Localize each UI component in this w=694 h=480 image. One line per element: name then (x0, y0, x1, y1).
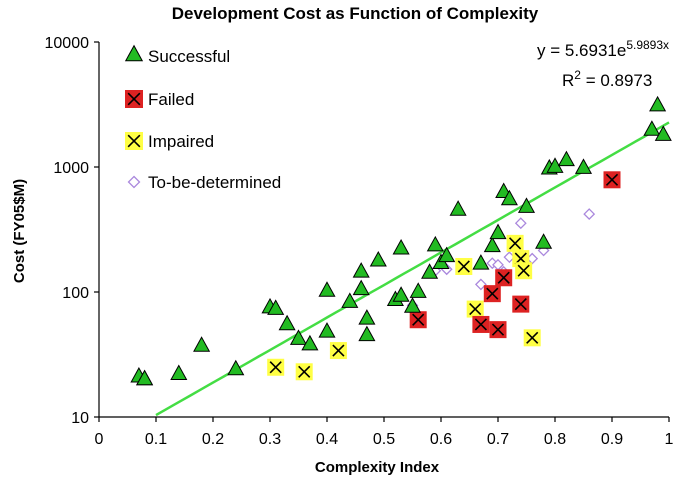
data-point (603, 171, 621, 189)
data-point (438, 246, 456, 263)
data-point (583, 208, 596, 221)
data-point (426, 235, 444, 252)
data-point (392, 286, 410, 302)
legend-label: Successful (148, 47, 230, 66)
data-point (358, 309, 376, 325)
legend-item: Failed (125, 90, 194, 109)
data-point (489, 321, 507, 339)
data-point (295, 363, 313, 381)
data-point (489, 223, 507, 240)
data-point (193, 336, 211, 352)
series-impaired (267, 234, 541, 381)
y-tick-label: 100 (62, 285, 89, 302)
data-point (455, 257, 473, 275)
x-tick-label: 0.3 (259, 431, 281, 448)
data-point (278, 314, 296, 331)
data-point (267, 358, 285, 376)
data-point (409, 282, 427, 298)
data-point (515, 262, 533, 280)
data-point (472, 254, 490, 270)
legend-item: Successful (124, 44, 230, 66)
legend-marker (127, 175, 141, 189)
data-point (500, 189, 518, 206)
data-point (474, 278, 487, 291)
series-to-be-determined (406, 208, 596, 312)
data-point (649, 95, 667, 112)
data-point (535, 233, 553, 249)
x-tick-label: 0.9 (601, 431, 623, 448)
x-tick-label: 1 (665, 431, 674, 448)
data-point (523, 329, 541, 347)
data-point (449, 200, 467, 216)
y-tick-label: 1000 (53, 160, 89, 177)
legend-label: Impaired (148, 132, 214, 151)
data-point (352, 279, 370, 296)
data-point (514, 217, 527, 230)
data-point (574, 158, 593, 174)
data-point (643, 120, 661, 136)
data-point (506, 234, 524, 252)
data-point (466, 300, 484, 318)
data-point (472, 315, 490, 333)
data-point (483, 236, 501, 253)
x-tick-label: 0.2 (202, 431, 224, 448)
x-tick-label: 0.7 (487, 431, 509, 448)
r-squared-text: R2 = 0.8973 (562, 68, 652, 90)
data-point (495, 269, 513, 287)
legend-marker (124, 44, 144, 62)
data-points (130, 95, 672, 386)
y-axis-title: Cost (FY05$M) (11, 179, 28, 283)
legend-item: Impaired (125, 132, 214, 151)
data-point (403, 297, 422, 313)
x-tick-label: 0.6 (430, 431, 452, 448)
x-tick-label: 0.1 (145, 431, 167, 448)
data-point (352, 262, 370, 278)
data-point (369, 250, 387, 267)
y-ticks: 10 100 1000 10000 (45, 35, 99, 427)
y-tick-label: 10 (71, 410, 89, 427)
data-point (267, 299, 285, 315)
legend-marker (125, 132, 143, 150)
x-tick-label: 0.8 (544, 431, 566, 448)
legend-label: Failed (148, 90, 194, 109)
data-point (170, 364, 188, 381)
x-tick-label: 0.4 (316, 431, 338, 448)
data-point (409, 311, 427, 329)
x-axis-title: Complexity Index (315, 459, 440, 476)
x-ticks: 0 0.1 0.2 0.3 0.4 0.5 0.6 0.7 0.8 0.9 1 (95, 417, 674, 448)
series-failed (409, 171, 621, 339)
data-point (227, 359, 245, 376)
legend-item: To-be-determined (127, 173, 281, 192)
data-point (483, 285, 501, 303)
data-point (136, 369, 154, 386)
data-point (421, 263, 439, 279)
trendline-equation: y = 5.6931e5.9893x R2 = 0.8973 (537, 38, 669, 90)
data-point (318, 281, 336, 297)
x-tick-label: 0.5 (373, 431, 395, 448)
data-point (329, 342, 347, 360)
data-point (512, 295, 530, 313)
equation-text: y = 5.6931e5.9893x (537, 38, 669, 60)
data-point (318, 322, 336, 338)
legend-label: To-be-determined (148, 173, 281, 192)
data-point (341, 292, 359, 308)
data-point (358, 325, 376, 342)
data-point (392, 238, 410, 255)
data-point (517, 197, 536, 213)
legend-marker (125, 90, 143, 108)
chart-title: Development Cost as Function of Complexi… (172, 4, 539, 23)
data-point (654, 125, 672, 141)
y-tick-label: 10000 (45, 35, 90, 52)
x-tick-label: 0 (95, 431, 104, 448)
data-point (557, 150, 575, 167)
data-point (301, 334, 319, 351)
series-successful (130, 95, 672, 386)
legend: Successful Failed Impaired To-be-determined (124, 44, 281, 192)
data-point (289, 329, 308, 345)
